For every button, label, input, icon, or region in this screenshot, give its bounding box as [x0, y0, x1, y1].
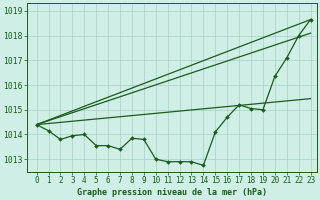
X-axis label: Graphe pression niveau de la mer (hPa): Graphe pression niveau de la mer (hPa) — [77, 188, 267, 197]
